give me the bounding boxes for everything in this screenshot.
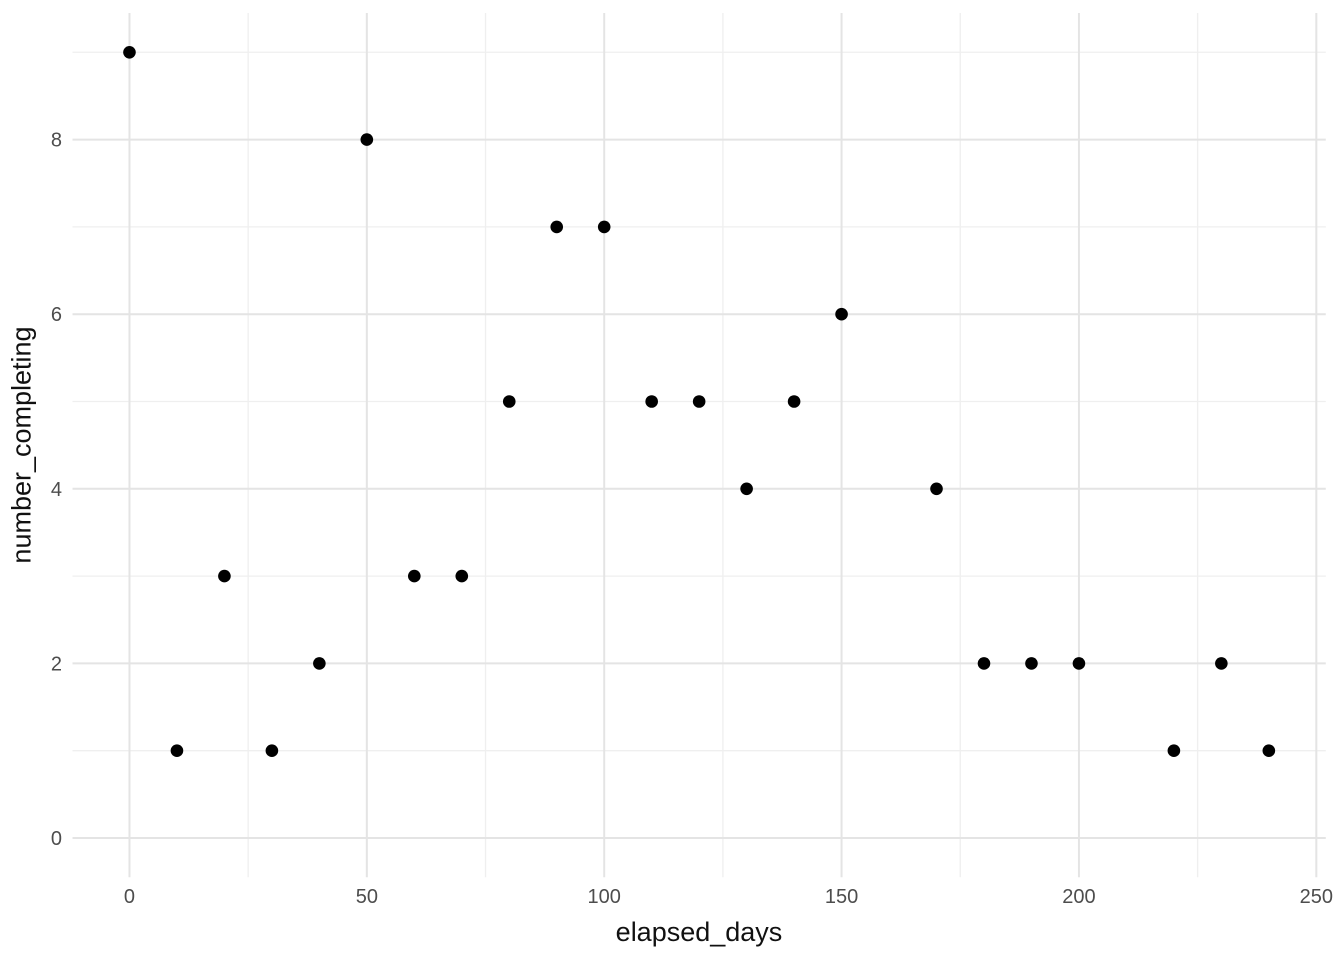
x-axis-title: elapsed_days [615, 917, 783, 947]
data-point [170, 744, 184, 758]
y-tick-label: 0 [51, 828, 62, 850]
data-point [218, 569, 231, 583]
data-point [455, 569, 469, 583]
x-tick-label: 200 [1062, 886, 1095, 908]
data-point [1167, 744, 1181, 758]
data-point [930, 482, 943, 496]
data-point [123, 45, 136, 59]
data-point [1072, 657, 1086, 670]
data-point [360, 133, 374, 146]
x-tick-label: 150 [825, 886, 858, 908]
y-axis-title: number_completing [6, 326, 37, 564]
data-point [787, 395, 801, 408]
x-tick-label: 100 [588, 886, 621, 908]
data-point [740, 482, 753, 496]
data-point [1262, 744, 1276, 758]
y-tick-label: 4 [51, 479, 62, 501]
data-point [597, 220, 611, 234]
data-point [408, 569, 421, 583]
y-tick-label: 2 [51, 653, 62, 675]
x-tick-label: 50 [356, 886, 378, 908]
data-point [977, 657, 991, 670]
data-point [1215, 657, 1228, 670]
data-point [645, 395, 658, 408]
data-point [265, 744, 279, 758]
data-point [313, 657, 326, 670]
x-tick-label: 0 [124, 886, 135, 908]
data-point [550, 220, 564, 234]
data-point [502, 395, 516, 408]
data-point [692, 395, 706, 408]
y-tick-label: 8 [51, 130, 62, 152]
data-point [835, 307, 848, 321]
data-point [1025, 657, 1038, 670]
y-tick-label: 6 [51, 304, 62, 326]
x-tick-label: 250 [1300, 886, 1333, 908]
